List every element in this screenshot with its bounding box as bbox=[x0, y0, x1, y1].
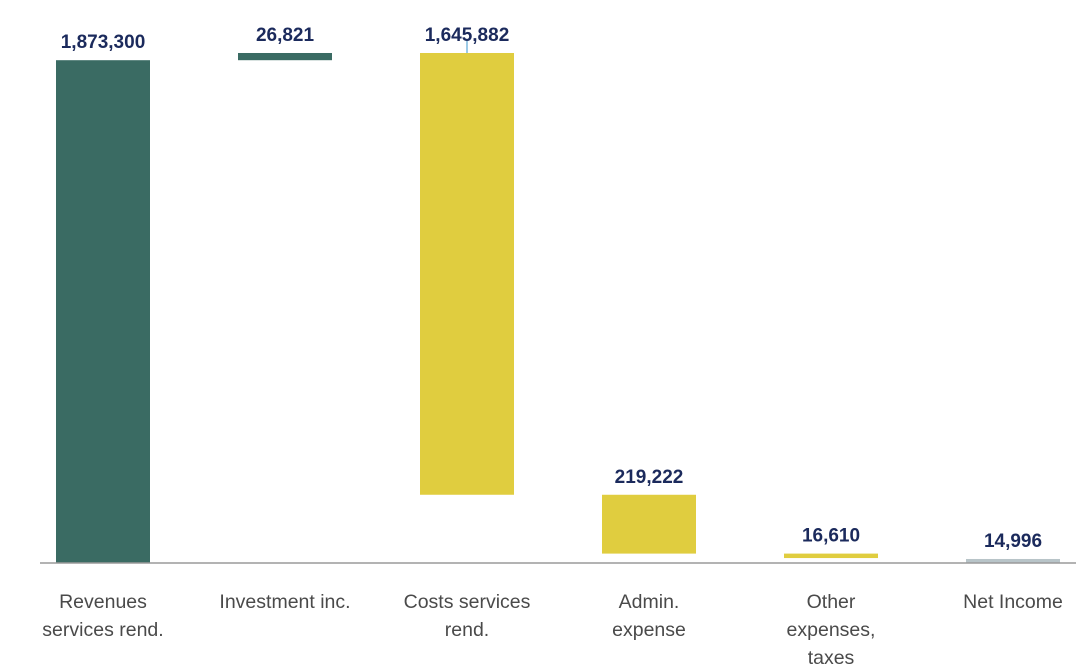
bar-4 bbox=[602, 494, 696, 554]
bar-5 bbox=[784, 553, 878, 559]
bar-3 bbox=[420, 52, 514, 495]
bar-6 bbox=[966, 558, 1060, 563]
category-labels-group: Revenues services rend. Investment inc. Cos… bbox=[42, 591, 1063, 669]
value-label-1: 1,873,300 bbox=[61, 32, 146, 53]
value-labels-group: 1,873,300 26,821 1,645,882 219,222 16,610 14,… bbox=[61, 25, 1042, 552]
value-label-5: 16,610 bbox=[802, 526, 860, 547]
category-label-5: Other expenses, taxes bbox=[787, 591, 876, 669]
category-label-3: Costs services rend. bbox=[404, 591, 531, 641]
category-label-1: Revenues services rend. bbox=[42, 591, 163, 641]
value-label-4: 219,222 bbox=[615, 467, 684, 488]
value-label-2: 26,821 bbox=[256, 25, 315, 46]
category-label-2: Investment inc. bbox=[219, 591, 350, 613]
bars-group bbox=[56, 39, 1060, 563]
category-label-6: Net Income bbox=[963, 591, 1063, 613]
bar-2 bbox=[238, 52, 332, 61]
category-label-4: Admin. expense bbox=[612, 591, 686, 641]
bar-1 bbox=[56, 60, 150, 563]
value-label-6: 14,996 bbox=[984, 531, 1042, 552]
value-label-3: 1,645,882 bbox=[425, 25, 510, 46]
